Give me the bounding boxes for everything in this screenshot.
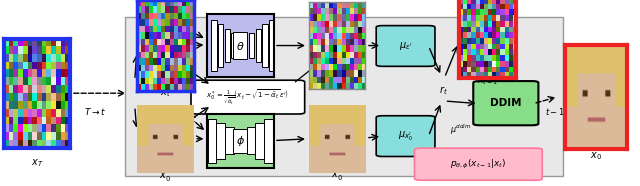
Text: $\mu_{\epsilon'}$: $\mu_{\epsilon'}$ [399,40,412,52]
Text: $T \to t$: $T \to t$ [84,106,106,117]
Text: DDIM: DDIM [490,98,522,108]
Text: $x_0'$: $x_0'$ [332,168,343,183]
FancyBboxPatch shape [376,26,435,66]
Text: $t-1 \to 0$: $t-1 \to 0$ [545,106,580,117]
Text: $\mu^{ddim}$: $\mu^{ddim}$ [450,123,471,137]
Bar [125,17,563,176]
Text: $x_t$: $x_t$ [160,87,171,99]
Text: $x_{t-1}$: $x_{t-1}$ [477,77,498,87]
Text: $x_0$: $x_0$ [590,151,602,162]
Text: $x_0^* = \frac{1}{\sqrt{\bar{\alpha}_t}}\left(x_t - \sqrt{1-\bar{\alpha}_t}\,\ep: $x_0^* = \frac{1}{\sqrt{\bar{\alpha}_t}}… [206,87,289,107]
Text: $\mu_{x_0'}$: $\mu_{x_0'}$ [398,129,413,143]
Text: $\epsilon'$: $\epsilon'$ [324,70,333,81]
Text: $x_0^*$: $x_0^*$ [159,167,172,184]
FancyBboxPatch shape [191,80,305,114]
FancyBboxPatch shape [473,81,538,125]
Text: $t$: $t$ [191,24,196,36]
FancyBboxPatch shape [415,148,542,180]
FancyBboxPatch shape [376,116,435,156]
Text: $r_t$: $r_t$ [439,84,448,97]
Text: $t$: $t$ [191,113,196,124]
Text: $x_T$: $x_T$ [31,158,44,169]
Text: $p_{\theta,\phi}\left(x_{t-1}|x_t\right)$: $p_{\theta,\phi}\left(x_{t-1}|x_t\right)… [450,158,506,171]
